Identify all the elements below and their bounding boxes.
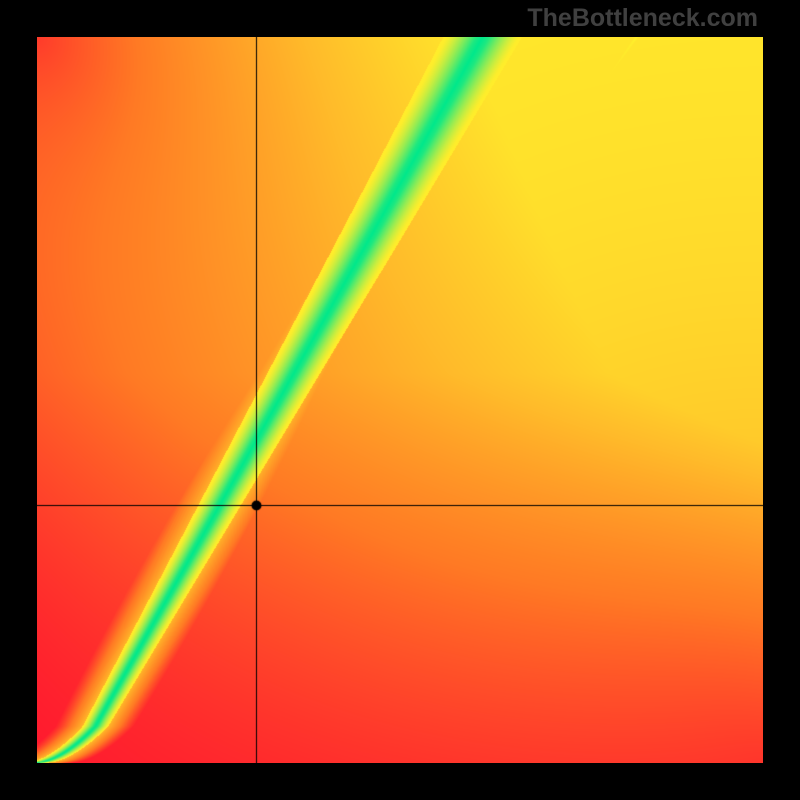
chart-container: TheBottleneck.com bbox=[0, 0, 800, 800]
watermark-text: TheBottleneck.com bbox=[527, 4, 758, 33]
bottleneck-heatmap bbox=[37, 37, 763, 763]
